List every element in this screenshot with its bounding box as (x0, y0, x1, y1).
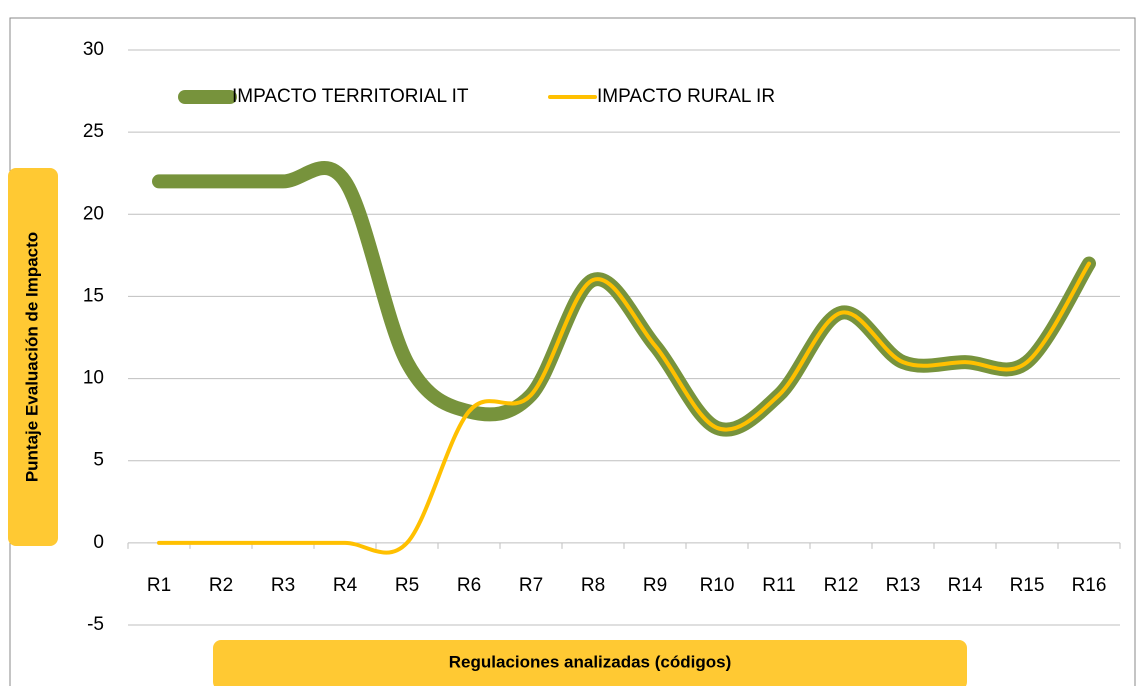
x-tick-label: R9 (643, 575, 667, 596)
x-tick-label: R10 (700, 575, 735, 596)
y-label-box (8, 168, 58, 546)
x-tick-label: R4 (333, 575, 358, 596)
x-tick-label: R5 (395, 575, 419, 596)
y-tick-label: 5 (93, 450, 104, 471)
x-tick-label: R15 (1010, 575, 1045, 596)
x-tick-label: R12 (824, 575, 859, 596)
y-tick-label: 20 (83, 203, 104, 224)
x-tick-label: R11 (762, 575, 795, 596)
y-tick-label: 25 (83, 121, 104, 142)
x-tick-label: R8 (581, 575, 605, 596)
x-axis-title: Regulaciones analizadas (códigos) (449, 652, 731, 671)
x-tick-label: R6 (457, 575, 481, 596)
x-tick-label: R14 (948, 575, 983, 596)
legend-label: IMPACTO RURAL IR (597, 86, 775, 107)
x-label-box (213, 640, 967, 686)
y-tick-label: 15 (83, 285, 104, 306)
y-tick-label: 30 (83, 39, 104, 60)
x-tick-label: R1 (147, 575, 171, 596)
x-tick-label: R7 (519, 575, 543, 596)
legend-label: IMPACTO TERRITORIAL IT (232, 86, 469, 107)
y-tick-label: 0 (93, 532, 104, 553)
x-tick-label: R16 (1072, 575, 1107, 596)
x-tick-label: R13 (886, 575, 921, 596)
y-axis-title: Puntaje Evaluación de Impacto (22, 232, 41, 482)
y-tick-label: -5 (87, 614, 104, 635)
series-line (157, 261, 1091, 555)
y-tick-label: 10 (83, 368, 104, 389)
x-tick-label: R2 (209, 575, 233, 596)
x-tick-label: R3 (271, 575, 295, 596)
